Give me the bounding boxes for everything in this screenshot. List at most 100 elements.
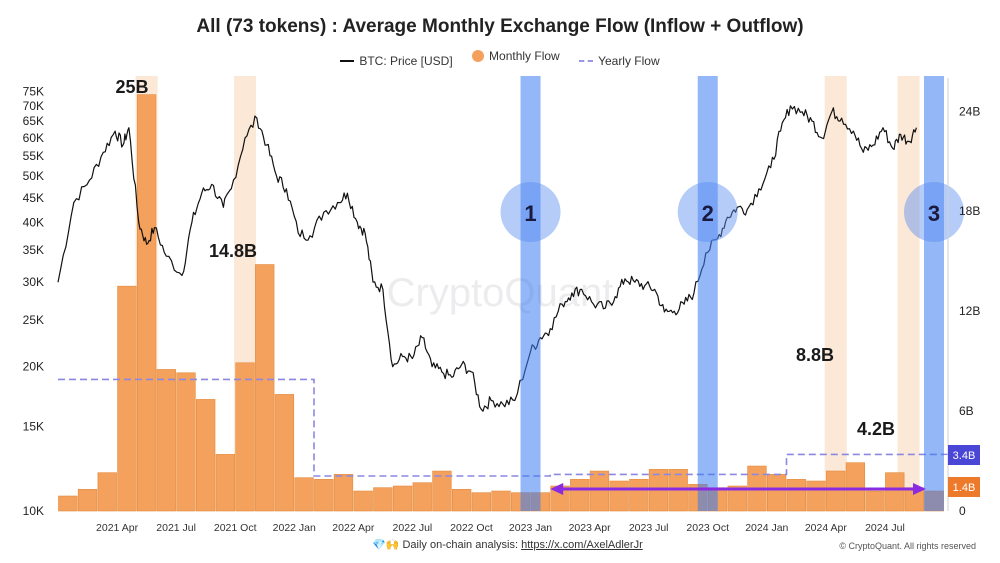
flow-bar-2023-06 [629,479,649,512]
marker-label-2: 2 [702,201,714,226]
x-tick-2023-jul: 2023 Jul [629,522,669,534]
marker-label-1: 1 [524,201,536,226]
x-tick-2023-apr: 2023 Apr [569,522,612,534]
flow-bar-2022-11 [491,490,511,512]
chart-title: All (73 tokens) : Average Monthly Exchan… [196,16,804,37]
flow-bar-2021-09 [215,454,235,512]
right-tick-0: 0 [959,504,966,518]
x-tick-2024-apr: 2024 Apr [805,522,848,534]
x-tick-2022-jan: 2022 Jan [273,522,316,534]
flow-bar-2024-07 [885,472,905,512]
flow-bar-2021-08 [196,399,216,512]
flow-bar-2022-09 [451,489,472,512]
left-tick-75K: 75K [23,84,44,98]
flow-bar-2022-05 [373,487,393,512]
right-tick-6B: 6B [959,404,974,418]
annotation-8-8b: 8.8B [796,345,834,365]
left-tick-55K: 55K [23,149,44,163]
legend: BTC: Price [USD] Monthly Flow Yearly Flo… [0,49,1000,68]
left-tick-50K: 50K [23,169,44,183]
annotation-25b: 25B [115,77,148,97]
flow-bar-2021-12 [274,394,295,512]
left-tick-10K: 10K [23,504,44,518]
right-tick-18B: 18B [959,204,980,218]
flow-bar-2021-10 [235,362,255,512]
flow-bar-2021-07 [176,372,196,512]
legend-line-icon [340,60,355,62]
footer: 💎🙌 Daily on-chain analysis: https://x.co… [372,538,643,551]
right-tick-24B: 24B [959,104,980,118]
yearly-flow-tag-label: 3.4B [953,450,976,462]
x-tick-2023-jan: 2023 Jan [509,522,552,534]
x-tick-2022-jul: 2022 Jul [393,522,433,534]
flow-bar-2021-06 [156,369,176,512]
flow-bar-2022-08 [432,470,452,512]
x-tick-2021-oct: 2021 Oct [214,522,257,534]
annotation-14-8b: 14.8B [209,241,257,261]
marker-circle-1 [500,182,561,242]
legend-label-yearly: Yearly Flow [598,54,660,68]
x-tick-2022-apr: 2022 Apr [332,522,375,534]
flow-bar-2022-04 [353,490,373,512]
footer-text: Daily on-chain analysis: [402,539,519,551]
annotation-4-2b: 4.2B [857,419,895,439]
left-tick-40K: 40K [23,215,44,229]
flow-bar-2023-03 [570,479,590,512]
yearly-flow-line [58,378,944,477]
marker-circle-3 [904,182,964,242]
legend-dash-icon [579,60,594,62]
highlight-band-orange-3 [824,76,847,511]
x-tick-2021-jul: 2021 Jul [156,522,196,534]
left-tick-20K: 20K [23,360,44,374]
btc-price-line [57,105,917,412]
flow-bar-2023-05 [609,480,629,512]
left-tick-70K: 70K [23,99,44,113]
flow-bar-2024-02 [786,479,806,512]
flow-bar-2021-03 [97,472,117,512]
flow-bar-2021-02 [77,489,98,512]
legend-item-monthly[interactable]: Monthly Flow [472,49,560,63]
monthly-flow-tag [948,477,980,497]
legend-item-price[interactable]: BTC: Price [USD] [340,54,453,68]
footer-link[interactable]: https://x.com/AxelAdlerJr [521,539,643,551]
flow-bar-2023-04 [589,470,610,512]
flow-bar-2024-03 [806,480,826,512]
highlight-band-orange-4 [897,76,920,511]
diamond-hands-icon: 💎🙌 [372,539,400,551]
legend-label-price: BTC: Price [USD] [359,54,453,68]
marker-label-3: 3 [928,201,940,226]
flow-bar-2022-10 [471,492,491,512]
left-tick-35K: 35K [23,243,44,257]
flow-bar-2024-04 [826,470,846,512]
left-tick-25K: 25K [23,313,44,327]
flow-bar-2023-11 [727,485,747,512]
flow-bar-2022-07 [412,482,432,512]
watermark: CryptoQuant [387,271,614,315]
highlight-band-blue-1 [520,76,541,511]
flow-bar-2024-01 [766,474,787,512]
flow-bar-2022-06 [392,485,413,512]
x-tick-2024-jul: 2024 Jul [865,522,905,534]
x-tick-2023-oct: 2023 Oct [686,522,729,534]
left-tick-15K: 15K [23,420,44,434]
flow-bar-2021-01 [58,495,78,512]
arrow-head-left [550,483,564,495]
x-tick-2021-apr: 2021 Apr [96,522,139,534]
flow-bar-2021-11 [255,264,275,512]
left-tick-60K: 60K [23,131,44,145]
flow-bar-2024-06 [865,490,885,512]
legend-item-yearly[interactable]: Yearly Flow [579,54,660,68]
flow-bar-2022-02 [314,479,334,512]
x-tick-2022-oct: 2022 Oct [450,522,493,534]
x-tick-2024-jan: 2024 Jan [745,522,788,534]
highlight-band-blue-3 [924,76,944,511]
flow-bar-2021-05 [136,94,157,512]
highlight-band-blue-2 [697,76,718,511]
flow-bar-2024-05 [845,462,866,512]
marker-circle-2 [677,182,738,242]
legend-dot-icon [472,50,485,62]
monthly-flow-tag-label: 1.4B [953,482,976,494]
legend-label-monthly: Monthly Flow [489,49,560,63]
right-tick-12B: 12B [959,304,980,318]
